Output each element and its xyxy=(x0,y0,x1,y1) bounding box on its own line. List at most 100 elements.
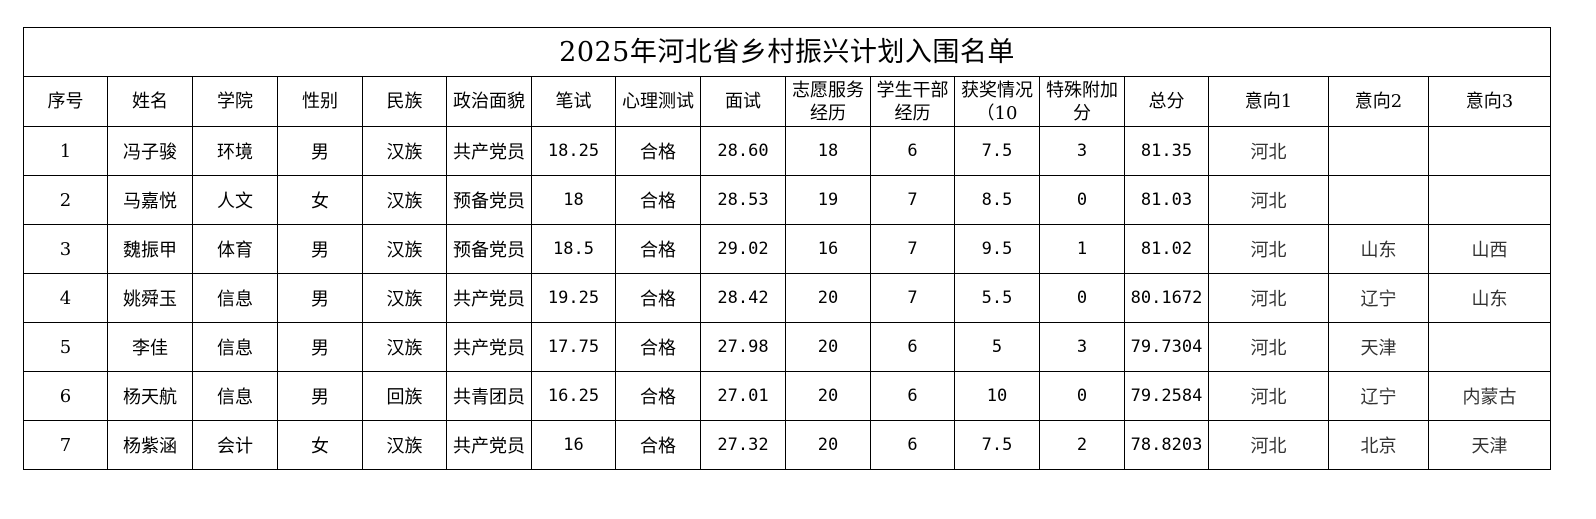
cell-interview[interactable]: 29.02 xyxy=(700,224,786,274)
cell-awards[interactable]: 8.5 xyxy=(954,175,1040,225)
cell-choice-3[interactable]: 天津 xyxy=(1428,420,1551,470)
cell-awards[interactable]: 10 xyxy=(954,371,1040,421)
cell-volunteer[interactable]: 20 xyxy=(785,371,871,421)
cell-total[interactable]: 78.8203 xyxy=(1124,420,1209,470)
cell-choice-3[interactable] xyxy=(1428,126,1551,176)
cell-college[interactable]: 信息 xyxy=(192,322,278,372)
cell-ethnicity[interactable]: 汉族 xyxy=(362,273,447,323)
cell-choice-1[interactable]: 河北 xyxy=(1208,224,1329,274)
col-header-cadre[interactable]: 学生干部经历 xyxy=(870,76,955,127)
cell-awards[interactable]: 5 xyxy=(954,322,1040,372)
cell-choice-2[interactable]: 辽宁 xyxy=(1328,371,1429,421)
cell-choice-1[interactable]: 河北 xyxy=(1208,420,1329,470)
cell-choice-3[interactable]: 内蒙古 xyxy=(1428,371,1551,421)
cell-name[interactable]: 魏振甲 xyxy=(107,224,193,274)
cell-awards[interactable]: 9.5 xyxy=(954,224,1040,274)
cell-psych-test[interactable]: 合格 xyxy=(615,224,701,274)
cell-political-status[interactable]: 共产党员 xyxy=(446,273,532,323)
cell-college[interactable]: 信息 xyxy=(192,273,278,323)
cell-choice-3[interactable]: 山西 xyxy=(1428,224,1551,274)
col-header-name[interactable]: 姓名 xyxy=(107,76,193,127)
col-header-gender[interactable]: 性别 xyxy=(277,76,363,127)
cell-choice-1[interactable]: 河北 xyxy=(1208,175,1329,225)
cell-choice-1[interactable]: 河北 xyxy=(1208,273,1329,323)
cell-ethnicity[interactable]: 汉族 xyxy=(362,224,447,274)
cell-cadre[interactable]: 6 xyxy=(870,371,955,421)
cell-volunteer[interactable]: 20 xyxy=(785,273,871,323)
cell-interview[interactable]: 28.53 xyxy=(700,175,786,225)
cell-ethnicity[interactable]: 汉族 xyxy=(362,126,447,176)
cell-interview[interactable]: 27.32 xyxy=(700,420,786,470)
cell-cadre[interactable]: 6 xyxy=(870,322,955,372)
cell-political-status[interactable]: 共青团员 xyxy=(446,371,532,421)
cell-interview[interactable]: 27.01 xyxy=(700,371,786,421)
cell-volunteer[interactable]: 20 xyxy=(785,420,871,470)
cell-bonus[interactable]: 0 xyxy=(1039,175,1125,225)
cell-political-status[interactable]: 共产党员 xyxy=(446,126,532,176)
cell-cadre[interactable]: 6 xyxy=(870,126,955,176)
cell-gender[interactable]: 男 xyxy=(277,224,363,274)
col-header-total[interactable]: 总分 xyxy=(1124,76,1209,127)
col-header-written-test[interactable]: 笔试 xyxy=(531,76,616,127)
cell-psych-test[interactable]: 合格 xyxy=(615,322,701,372)
cell-written-test[interactable]: 18.25 xyxy=(531,126,616,176)
cell-written-test[interactable]: 19.25 xyxy=(531,273,616,323)
cell-college[interactable]: 环境 xyxy=(192,126,278,176)
cell-psych-test[interactable]: 合格 xyxy=(615,175,701,225)
cell-interview[interactable]: 28.60 xyxy=(700,126,786,176)
cell-gender[interactable]: 男 xyxy=(277,273,363,323)
cell-college[interactable]: 体育 xyxy=(192,224,278,274)
cell-political-status[interactable]: 共产党员 xyxy=(446,420,532,470)
cell-choice-3[interactable]: 山东 xyxy=(1428,273,1551,323)
cell-college[interactable]: 会计 xyxy=(192,420,278,470)
cell-gender[interactable]: 男 xyxy=(277,371,363,421)
cell-name[interactable]: 杨紫涵 xyxy=(107,420,193,470)
col-header-choice-3[interactable]: 意向3 xyxy=(1428,76,1551,127)
cell-cadre[interactable]: 6 xyxy=(870,420,955,470)
cell-choice-1[interactable]: 河北 xyxy=(1208,322,1329,372)
cell-psych-test[interactable]: 合格 xyxy=(615,420,701,470)
col-header-choice-1[interactable]: 意向1 xyxy=(1208,76,1329,127)
cell-gender[interactable]: 男 xyxy=(277,322,363,372)
cell-gender[interactable]: 男 xyxy=(277,126,363,176)
cell-political-status[interactable]: 共产党员 xyxy=(446,322,532,372)
cell-awards[interactable]: 7.5 xyxy=(954,420,1040,470)
col-header-awards[interactable]: 获奖情况（10 xyxy=(954,76,1040,127)
cell-choice-2[interactable]: 山东 xyxy=(1328,224,1429,274)
cell-cadre[interactable]: 7 xyxy=(870,175,955,225)
cell-choice-2[interactable] xyxy=(1328,175,1429,225)
cell-index[interactable]: 3 xyxy=(23,224,108,274)
cell-total[interactable]: 79.7304 xyxy=(1124,322,1209,372)
cell-ethnicity[interactable]: 汉族 xyxy=(362,322,447,372)
cell-bonus[interactable]: 0 xyxy=(1039,273,1125,323)
cell-college[interactable]: 信息 xyxy=(192,371,278,421)
cell-volunteer[interactable]: 20 xyxy=(785,322,871,372)
col-header-political-status[interactable]: 政治面貌 xyxy=(446,76,532,127)
cell-choice-2[interactable]: 天津 xyxy=(1328,322,1429,372)
cell-name[interactable]: 杨天航 xyxy=(107,371,193,421)
col-header-ethnicity[interactable]: 民族 xyxy=(362,76,447,127)
cell-gender[interactable]: 女 xyxy=(277,420,363,470)
cell-total[interactable]: 79.2584 xyxy=(1124,371,1209,421)
col-header-interview[interactable]: 面试 xyxy=(700,76,786,127)
cell-awards[interactable]: 5.5 xyxy=(954,273,1040,323)
cell-interview[interactable]: 27.98 xyxy=(700,322,786,372)
cell-total[interactable]: 81.35 xyxy=(1124,126,1209,176)
cell-volunteer[interactable]: 18 xyxy=(785,126,871,176)
cell-choice-3[interactable] xyxy=(1428,175,1551,225)
cell-volunteer[interactable]: 16 xyxy=(785,224,871,274)
cell-total[interactable]: 80.1672 xyxy=(1124,273,1209,323)
cell-written-test[interactable]: 17.75 xyxy=(531,322,616,372)
cell-name[interactable]: 李佳 xyxy=(107,322,193,372)
cell-choice-2[interactable] xyxy=(1328,126,1429,176)
cell-total[interactable]: 81.03 xyxy=(1124,175,1209,225)
cell-bonus[interactable]: 3 xyxy=(1039,322,1125,372)
cell-psych-test[interactable]: 合格 xyxy=(615,126,701,176)
cell-political-status[interactable]: 预备党员 xyxy=(446,175,532,225)
cell-choice-2[interactable]: 北京 xyxy=(1328,420,1429,470)
cell-cadre[interactable]: 7 xyxy=(870,224,955,274)
col-header-volunteer[interactable]: 志愿服务经历 xyxy=(785,76,871,127)
col-header-choice-2[interactable]: 意向2 xyxy=(1328,76,1429,127)
cell-index[interactable]: 4 xyxy=(23,273,108,323)
cell-name[interactable]: 马嘉悦 xyxy=(107,175,193,225)
